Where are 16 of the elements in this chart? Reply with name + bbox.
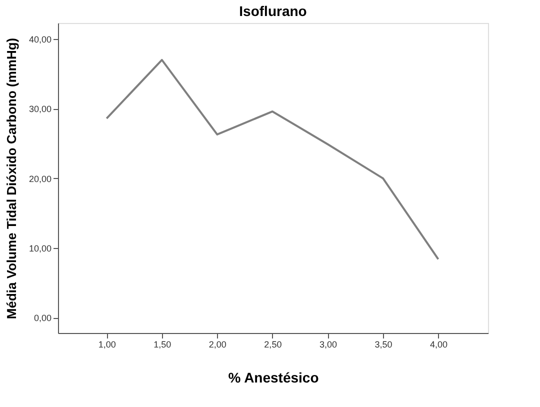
y-tick-label: 10,00: [28, 244, 52, 254]
x-tick-label: 3,00: [319, 340, 337, 350]
y-axis-title: Média Volume Tidal Dióxido Carbono (mmHg): [4, 38, 19, 320]
y-tick-label: 0,00: [34, 313, 52, 324]
x-tick-label: 4,00: [430, 340, 448, 350]
y-tick-label: 20,00: [28, 174, 52, 184]
x-axis-title: % Anestésico: [228, 370, 319, 386]
x-tick-label: 3,50: [374, 340, 392, 350]
line-series: [106, 58, 440, 260]
x-tick-label: 1,00: [98, 340, 116, 350]
x-tick-label: 1,50: [154, 340, 172, 350]
chart-title: Isoflurano: [239, 3, 307, 19]
x-tick-label: 2,50: [264, 340, 282, 350]
y-tick-label: 40,00: [28, 34, 52, 45]
x-tick-label: 2,00: [208, 340, 226, 350]
y-tick-label: 30,00: [28, 104, 52, 114]
